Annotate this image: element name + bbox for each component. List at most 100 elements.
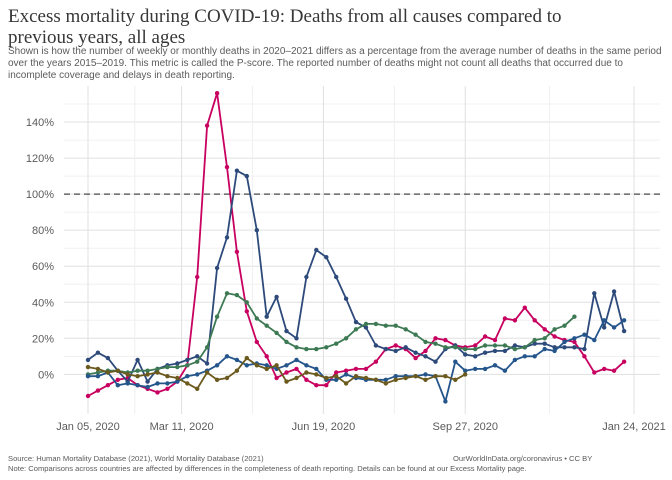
- data-point: [383, 323, 388, 328]
- y-tick-label: 120%: [26, 153, 54, 165]
- data-point: [552, 334, 557, 339]
- data-point: [562, 345, 567, 350]
- data-point: [334, 374, 339, 379]
- data-point: [512, 357, 518, 363]
- data-point: [234, 368, 240, 373]
- data-point: [482, 366, 488, 372]
- y-tick-label: 0%: [38, 369, 54, 381]
- data-point: [463, 368, 468, 373]
- data-point: [234, 168, 240, 173]
- data-point: [413, 374, 418, 379]
- data-point: [155, 370, 160, 375]
- data-point: [115, 377, 121, 382]
- data-point: [254, 363, 259, 368]
- credit-link[interactable]: OurWorldInData.org/coronavirus • CC BY: [453, 454, 593, 463]
- series-5: [85, 355, 468, 391]
- data-point: [254, 316, 259, 321]
- data-point: [304, 363, 309, 368]
- data-point: [522, 354, 527, 359]
- data-point: [175, 364, 180, 370]
- data-point: [621, 359, 627, 364]
- data-point: [443, 399, 448, 404]
- data-point: [393, 343, 398, 348]
- data-point: [363, 375, 369, 381]
- data-point: [532, 318, 537, 323]
- data-point: [234, 357, 240, 363]
- data-point: [195, 274, 200, 280]
- data-point: [463, 352, 468, 357]
- data-point: [244, 355, 249, 361]
- data-point: [502, 368, 508, 373]
- data-point: [473, 346, 478, 352]
- data-point: [343, 381, 349, 386]
- y-tick-label: 40%: [32, 297, 54, 309]
- data-point: [244, 173, 249, 179]
- data-point: [611, 325, 617, 330]
- data-point: [304, 274, 309, 280]
- x-tick-label: Jan 05, 2020: [56, 421, 120, 433]
- data-point: [611, 368, 617, 373]
- data-point: [165, 381, 170, 386]
- data-point: [353, 319, 359, 325]
- data-point: [373, 321, 379, 327]
- data-point: [324, 255, 329, 260]
- data-point: [373, 359, 379, 364]
- data-point: [204, 361, 210, 366]
- data-point: [492, 343, 498, 348]
- y-tick-label: 20%: [32, 333, 54, 345]
- data-point: [294, 375, 299, 381]
- data-point: [453, 359, 458, 364]
- data-point: [95, 388, 101, 393]
- data-point: [343, 336, 349, 341]
- data-point: [155, 381, 160, 386]
- data-point: [621, 318, 627, 323]
- data-point: [423, 372, 428, 377]
- data-point: [611, 289, 617, 294]
- data-point: [532, 337, 537, 343]
- data-point: [433, 374, 438, 379]
- data-point: [443, 374, 448, 379]
- data-point: [294, 345, 299, 350]
- data-point: [363, 325, 369, 330]
- data-point: [264, 323, 269, 328]
- data-point: [204, 123, 210, 128]
- data-point: [264, 354, 269, 359]
- data-point: [572, 336, 577, 341]
- data-point: [254, 339, 259, 345]
- data-point: [125, 372, 130, 377]
- data-point: [224, 235, 230, 240]
- data-point: [284, 328, 289, 334]
- note-text: Note: Comparisons across countries are a…: [8, 464, 527, 473]
- data-point: [244, 300, 249, 305]
- data-point: [512, 346, 518, 352]
- data-point: [602, 318, 607, 323]
- chart-footer: Source: Human Mortality Database (2021),…: [8, 454, 670, 474]
- data-point: [423, 377, 428, 382]
- data-point: [145, 384, 150, 390]
- data-point: [413, 355, 418, 361]
- data-point: [592, 370, 597, 375]
- chart-title: Excess mortality during COVID-19: Deaths…: [8, 6, 562, 48]
- data-point: [393, 323, 398, 328]
- data-point: [552, 348, 557, 354]
- data-point: [383, 346, 388, 352]
- data-point: [264, 366, 269, 372]
- data-point: [135, 383, 140, 388]
- grid: [64, 86, 660, 414]
- data-point: [473, 343, 478, 348]
- data-point: [135, 368, 140, 373]
- data-point: [324, 345, 329, 350]
- source-text: Source: Human Mortality Database (2021),…: [8, 454, 264, 463]
- data-point: [145, 372, 150, 377]
- data-point: [224, 375, 230, 381]
- data-point: [383, 377, 388, 382]
- data-point: [195, 359, 200, 364]
- data-point: [195, 386, 200, 391]
- data-point: [214, 265, 220, 271]
- data-point: [115, 383, 121, 388]
- data-point: [95, 374, 101, 379]
- x-tick-label: Sep 27, 2020: [433, 421, 498, 433]
- data-point: [145, 368, 150, 373]
- data-point: [224, 164, 230, 170]
- data-point: [145, 379, 150, 384]
